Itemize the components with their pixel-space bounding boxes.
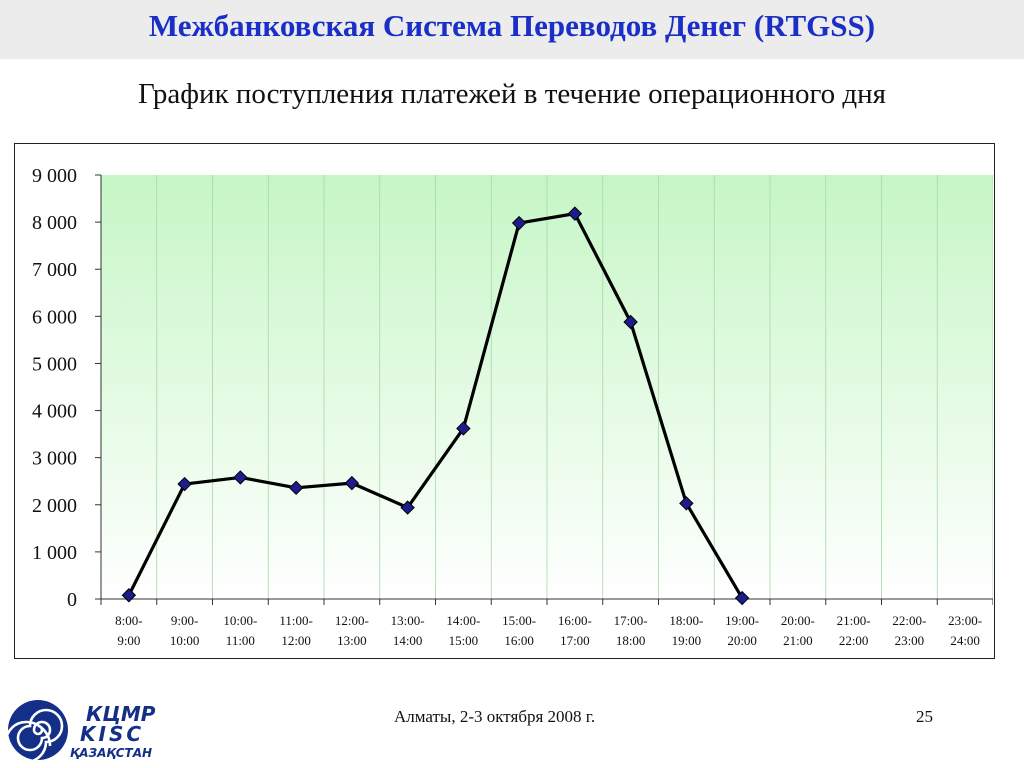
x-tick-label: 10:00-	[223, 613, 257, 628]
page-number: 25	[916, 707, 933, 726]
data-point	[734, 590, 750, 606]
header-bar	[0, 0, 1024, 59]
y-tick-label: 0	[67, 589, 77, 611]
data-point	[121, 588, 137, 603]
x-tick-label: 9:00	[117, 633, 140, 648]
x-tick-label: 9:00-	[171, 613, 198, 628]
y-tick-label: 3 000	[32, 448, 77, 470]
data-point	[400, 500, 415, 515]
x-tick-label: 22:00-	[892, 613, 926, 628]
x-tick-label: 16:00	[504, 633, 534, 648]
x-tick-label: 14:00-	[446, 613, 480, 628]
x-tick-label: 11:00	[226, 633, 255, 648]
x-tick-label: 24:00	[950, 633, 980, 648]
y-tick-label: 2 000	[32, 495, 77, 517]
data-point	[623, 314, 638, 330]
x-tick-label: 12:00	[281, 633, 311, 648]
data-point	[511, 215, 527, 231]
data-point	[233, 470, 248, 485]
spiral-logo-icon	[4, 700, 68, 764]
x-tick-label: 19:00-	[725, 613, 759, 628]
series-line	[127, 212, 744, 599]
data-point	[456, 421, 471, 436]
data-point	[288, 480, 304, 496]
x-tick-label: 15:00-	[502, 613, 536, 628]
x-tick-label: 17:00	[560, 633, 590, 648]
x-tick-label: 16:00-	[558, 613, 592, 628]
x-tick-label: 19:00	[672, 633, 702, 648]
x-tick-label: 13:00-	[391, 613, 425, 628]
x-tick-label: 14:00	[393, 633, 423, 648]
x-tick-label: 21:00	[783, 633, 813, 648]
x-tick-label: 12:00-	[335, 613, 369, 628]
logo-text-kcmr: КЦМР	[86, 702, 156, 726]
data-point	[567, 206, 583, 221]
x-tick-label: 18:00-	[669, 613, 703, 628]
line-chart: 0 1 000 2 000 3 000 4 000 5 000 6 000 7 000 8 00…	[32, 165, 993, 648]
x-tick-label: 11:00-	[279, 613, 312, 628]
y-tick-label: 6 000	[32, 306, 77, 328]
x-tick-label: 15:00	[449, 633, 479, 648]
x-tick-label: 17:00-	[614, 613, 648, 628]
x-tick-label: 20:00-	[781, 613, 815, 628]
logo-text-kisc: KISC	[80, 722, 145, 746]
x-tick-label: 21:00-	[837, 613, 871, 628]
y-tick-label: 1 000	[32, 542, 77, 564]
x-tick-label: 23:00-	[948, 613, 982, 628]
chart-title: График поступления платежей в течение оп…	[137, 78, 887, 110]
x-tick-label: 8:00-	[115, 613, 142, 628]
x-tick-label: 13:00	[337, 633, 367, 648]
x-tick-label: 20:00	[727, 633, 757, 648]
y-tick-label: 4 000	[32, 401, 77, 423]
x-tick-label: 22:00	[839, 633, 869, 648]
data-point	[679, 496, 694, 511]
logo-text-kazakhstan: ҚАЗАҚСТАН	[70, 746, 153, 760]
slide-title: Межбанковская Система Переводов Денег (R…	[148, 8, 876, 43]
data-point	[344, 475, 360, 491]
chart-frame: 0 1 000 2 000 3 000 4 000 5 000 6 000 7 000 8 00…	[14, 143, 995, 659]
x-tick-label: 23:00	[895, 633, 925, 648]
y-tick-label: 9 000	[32, 165, 77, 187]
y-tick-label: 7 000	[32, 259, 77, 281]
footer-place-date: Алматы, 2-3 октября 2008 г.	[394, 707, 596, 726]
data-point	[177, 476, 192, 492]
y-tick-label: 5 000	[32, 353, 77, 375]
x-tick-label: 10:00	[170, 633, 200, 648]
x-tick-label: 18:00	[616, 633, 646, 648]
y-tick-label: 8 000	[32, 212, 77, 234]
